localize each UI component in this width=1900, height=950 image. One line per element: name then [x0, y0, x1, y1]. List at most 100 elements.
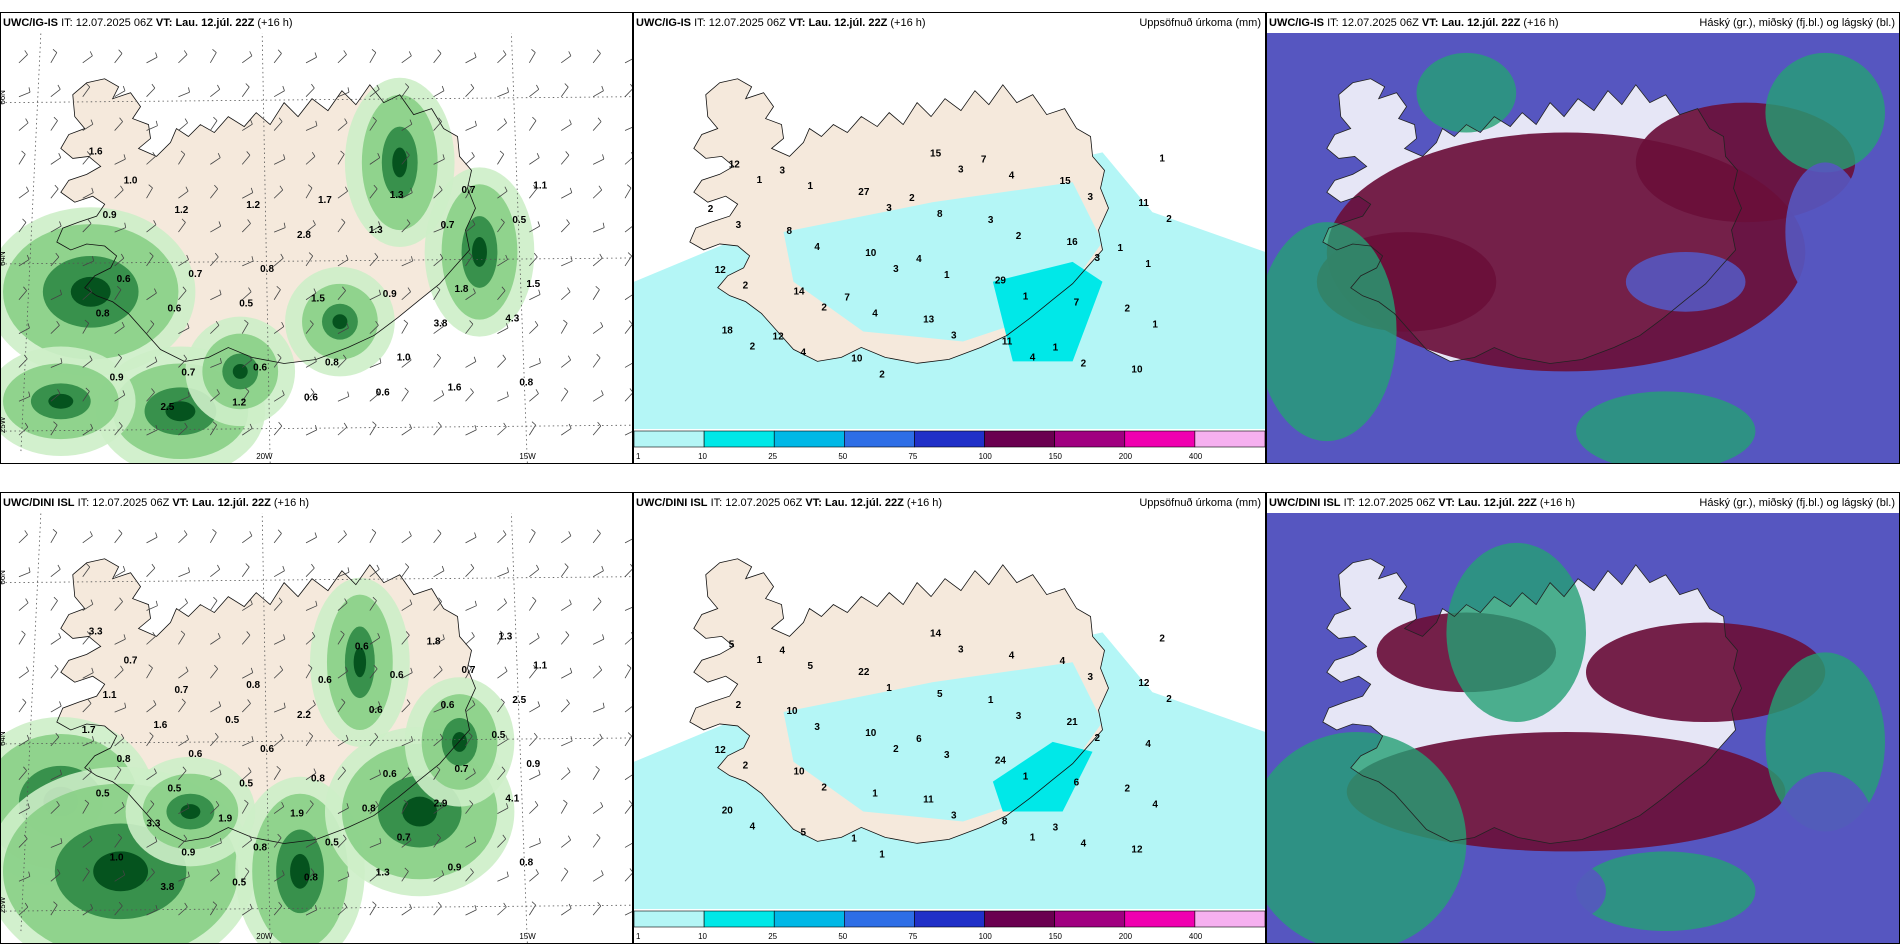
wind-barb-feather — [122, 390, 126, 396]
wind-barb — [305, 735, 314, 747]
wind-barb-feather — [597, 597, 602, 602]
wind-barb — [50, 842, 63, 848]
wind-barb — [273, 601, 283, 611]
wind-barb-feather — [347, 87, 350, 93]
wind-barb-feather — [347, 391, 350, 397]
wind-barb — [401, 566, 410, 577]
wind-barb — [369, 424, 377, 436]
map-svg — [1267, 33, 1899, 463]
value-label: 1.7 — [318, 195, 332, 206]
value-label: 2 — [1166, 214, 1172, 225]
value-label: 0.6 — [188, 749, 202, 760]
wind-barb — [433, 289, 441, 300]
wind-barb-feather — [311, 563, 315, 569]
wind-barb-feather — [506, 323, 509, 329]
wind-barb-feather — [248, 767, 252, 772]
axis-tick-label: 20W — [256, 452, 273, 461]
wind-barb — [273, 257, 284, 267]
value-label: 0.8 — [362, 804, 376, 815]
wind-barb-feather — [435, 766, 441, 770]
wind-barb — [82, 154, 91, 165]
wind-barb — [497, 426, 507, 436]
wind-barb — [369, 393, 380, 402]
wind-barb-feather — [437, 529, 442, 534]
value-labels: 1212232411233321345342144556510812101421… — [715, 628, 1173, 860]
wind-barb — [497, 838, 507, 848]
wind-barb — [210, 188, 219, 199]
wind-barb-feather — [630, 151, 632, 155]
wind-barb — [209, 424, 218, 436]
wind-barb-feather — [310, 868, 315, 873]
wind-barb — [178, 54, 188, 64]
panel-title: UWC/DINI ISL IT: 12.07.2025 06Z VT: Lau.… — [1269, 497, 1576, 509]
wind-barb — [624, 362, 632, 368]
wind-barb-feather — [214, 664, 218, 670]
value-label: 2.2 — [297, 710, 311, 721]
wind-barb — [624, 127, 632, 131]
value-label: 1.5 — [526, 279, 540, 290]
wind-barb — [624, 538, 632, 544]
wind-barb — [369, 225, 381, 233]
wind-barb-feather — [443, 702, 446, 708]
wind-barb-feather — [183, 834, 188, 840]
wind-barb — [465, 323, 474, 334]
wind-barb-feather — [119, 117, 123, 122]
precip-darkest — [165, 401, 196, 422]
value-label: 3 — [780, 165, 786, 176]
longitude-line — [510, 33, 528, 463]
wind-barb — [114, 394, 125, 402]
wind-barb-feather — [436, 833, 441, 839]
wind-barb — [624, 88, 632, 97]
latitude-line — [1, 257, 632, 265]
wind-barb-feather — [183, 530, 188, 535]
wind-barb — [592, 394, 604, 402]
wind-barb — [210, 736, 219, 747]
wind-barb-feather — [505, 254, 508, 260]
value-label: 3 — [736, 220, 742, 231]
wind-barb-feather — [439, 665, 443, 671]
wind-barb — [82, 871, 90, 882]
wind-barb — [241, 839, 252, 848]
low-cloud — [1526, 861, 1606, 922]
wind-barb — [146, 323, 155, 334]
wind-barb — [114, 326, 125, 334]
value-label: 0.6 — [369, 705, 383, 716]
wind-barb — [433, 837, 441, 848]
wind-barb-feather — [506, 391, 509, 397]
wind-barb-feather — [120, 733, 125, 739]
wind-barb — [114, 90, 126, 98]
wind-barb-feather — [214, 252, 219, 258]
value-label: 8 — [937, 209, 943, 220]
value-label: 1 — [1023, 292, 1029, 303]
wind-barb — [146, 704, 157, 713]
wind-barb — [529, 668, 538, 679]
wind-barb-feather — [503, 598, 507, 604]
colorbar-svg: 1 10 25 50 75 100 150 200 400 — [634, 910, 1265, 941]
wind-barb — [465, 56, 477, 64]
wind-barb-feather — [535, 869, 539, 874]
wind-barb-feather — [504, 666, 508, 672]
wind-barb — [465, 536, 477, 544]
wind-barb-feather — [404, 387, 409, 392]
value-label: 1 — [757, 655, 763, 666]
wind-barb — [401, 703, 411, 713]
wind-barb — [273, 570, 285, 578]
value-label: 0.9 — [110, 372, 124, 383]
wind-barb — [241, 391, 250, 402]
wind-barb — [337, 358, 347, 368]
value-label: 1.1 — [533, 660, 547, 671]
wind-barb-feather — [84, 319, 89, 324]
wind-barb-feather — [58, 633, 62, 638]
wind-barb — [497, 906, 507, 916]
mid-cloud — [1267, 222, 1397, 442]
wind-barb-feather — [281, 321, 285, 327]
wind-barb — [178, 91, 190, 98]
wind-barb — [82, 123, 94, 131]
wind-barb-feather — [276, 286, 281, 290]
wind-barb — [433, 570, 445, 578]
wind-barb-feather — [472, 220, 476, 225]
wind-barb-feather — [473, 356, 477, 362]
wind-barb-feather — [251, 256, 254, 262]
wind-barb-feather — [184, 902, 188, 908]
wind-barb — [592, 289, 600, 300]
